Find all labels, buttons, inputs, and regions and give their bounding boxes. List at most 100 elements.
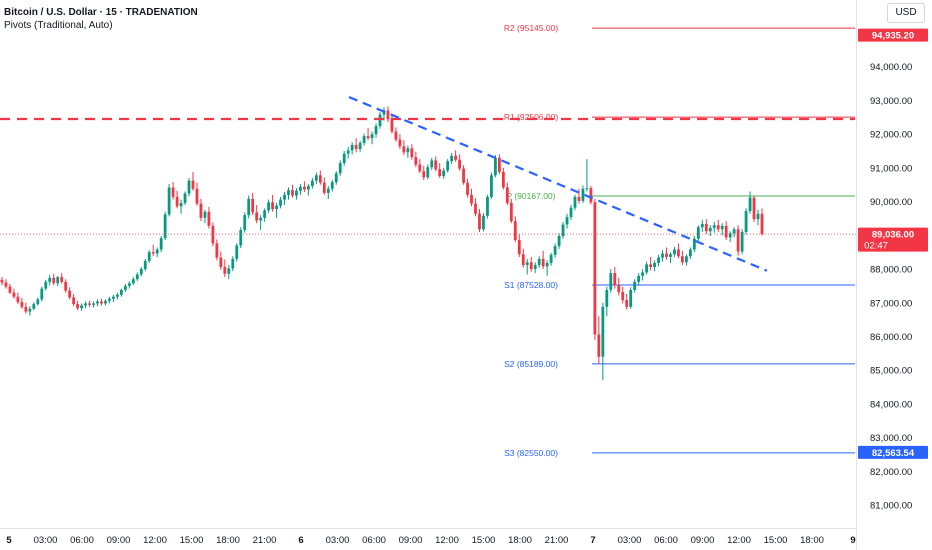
candle-body [366, 136, 370, 139]
x-tick-label: 09:00 [107, 535, 131, 546]
candle-body [577, 196, 581, 201]
x-tick-label: 21:00 [545, 535, 569, 546]
candle-body [207, 211, 211, 226]
candle-body [669, 254, 672, 257]
candle-body [235, 245, 239, 259]
x-tick-label: 15:00 [764, 535, 788, 546]
candle-body [748, 197, 752, 212]
candle-body [394, 131, 398, 140]
pivot-lines: R2 (95145.00) R1 (92506.00) P (90167.00) S1… [504, 23, 855, 458]
candle-body [486, 196, 489, 216]
candle-body [402, 146, 406, 153]
candle-body [677, 249, 680, 257]
candle-body [40, 288, 44, 300]
r2-price-tag-bg [858, 28, 928, 42]
candle-body [490, 175, 493, 197]
candle-body [681, 256, 684, 263]
candle-body [688, 249, 692, 257]
candle-body [271, 202, 274, 210]
candle-body [386, 110, 390, 120]
candle-body [601, 306, 605, 357]
current-price-tag-text: 89,036.00 [872, 230, 914, 241]
candle-body [64, 281, 68, 291]
y-tick-label: 90,000.00 [870, 197, 912, 208]
pivot-label-s3: S3 (82550.00) [504, 448, 558, 458]
candle-body [12, 292, 16, 297]
candle-body [418, 164, 422, 172]
price-axis-divider [856, 0, 857, 550]
y-tick-label: 88,000.00 [870, 265, 912, 276]
candle-body [621, 291, 625, 301]
candle-body [657, 257, 660, 263]
candle-body [422, 171, 426, 178]
trendline-dashed [348, 96, 768, 272]
candle-body [306, 186, 310, 190]
candle-body [712, 225, 716, 228]
candle-body [354, 144, 358, 149]
candle-body [692, 238, 696, 250]
price-axis: 81,000.00 82,000.00 83,000.00 84,000.00 85,0… [870, 62, 912, 511]
candle-body [740, 231, 744, 252]
y-tick-label: 94,000.00 [870, 62, 912, 73]
candle-body [537, 258, 541, 266]
candle-body [326, 188, 330, 193]
candle-body [557, 236, 561, 247]
candle-body [314, 175, 318, 181]
pivot-label-r2: R2 (95145.00) [504, 23, 559, 33]
candle-body [267, 202, 270, 211]
x-tick-label: 06:00 [654, 535, 678, 546]
y-tick-label: 86,000.00 [870, 332, 912, 343]
candle-body [450, 155, 454, 162]
candle-body [517, 240, 521, 255]
x-tick-label: 9 [850, 535, 855, 546]
candle-body [203, 211, 207, 218]
candle-body [60, 277, 64, 282]
pivot-label-p: P (90167.00) [507, 191, 556, 201]
x-tick-label: 21:00 [253, 535, 277, 546]
candle-body [135, 274, 139, 280]
candle-body [123, 285, 127, 290]
candle-body [684, 256, 688, 263]
candle-body [358, 142, 362, 149]
candle-body [159, 238, 163, 250]
candle-body [478, 213, 481, 230]
y-tick-label: 82,000.00 [870, 467, 912, 478]
time-axis: 5 03:00 06:00 09:00 12:00 15:00 18:00 21:00 6 03:… [6, 535, 855, 546]
drawing-overlays [0, 96, 856, 272]
candle-body [760, 213, 764, 235]
candle-body [629, 289, 633, 307]
candle-body [434, 160, 438, 170]
candle-body [211, 225, 215, 244]
candle-body [438, 169, 442, 176]
symbol-title[interactable]: Bitcoin / U.S. Dollar · 15 · TRADENATION [4, 7, 198, 18]
candle-body [16, 296, 20, 303]
candle-body [553, 246, 557, 255]
candle-body [653, 262, 656, 268]
candle-body [704, 223, 708, 232]
x-tick-label: 03:00 [34, 535, 58, 546]
x-tick-label: 6 [298, 535, 303, 546]
x-tick-label: 18:00 [508, 535, 532, 546]
candle-body [720, 225, 724, 230]
candle-body [549, 254, 553, 263]
candle-body [96, 301, 99, 304]
candle-body [104, 300, 107, 304]
candle-body [239, 229, 243, 246]
indicator-title[interactable]: Pivots (Traditional, Auto) [4, 20, 113, 31]
x-tick-label: 03:00 [326, 535, 350, 546]
candle-body [24, 306, 28, 312]
candle-body [569, 207, 573, 218]
candle-body [187, 180, 191, 194]
y-tick-label: 85,000.00 [870, 366, 912, 377]
candle-body [585, 188, 589, 190]
candle-body [346, 150, 350, 154]
candle-body [732, 229, 736, 234]
current-price-tag-countdown: 02:47 [864, 241, 888, 252]
pivot-label-r1: R1 (92506.00) [504, 112, 559, 122]
candle-body [179, 202, 183, 207]
x-tick-label: 06:00 [70, 535, 94, 546]
currency-button[interactable]: USD [887, 3, 925, 23]
candle-body [167, 187, 171, 215]
